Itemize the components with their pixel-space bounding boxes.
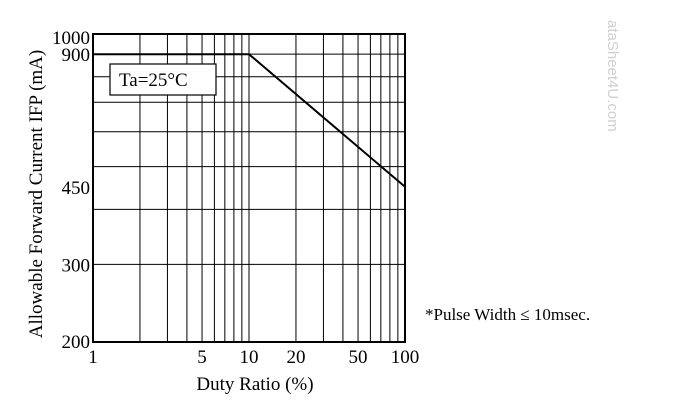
y-tick-label: 900 [62, 45, 91, 66]
y-tick-label: 300 [62, 255, 91, 276]
x-tick-label: 100 [391, 347, 420, 368]
grid-lines [93, 34, 405, 342]
pulse-width-note: *Pulse Width ≤ 10msec. [425, 305, 590, 324]
x-tick-label: 50 [349, 347, 368, 368]
y-tick-label: 1000 [52, 28, 90, 49]
series-line [93, 53, 406, 188]
y-tick-label: 450 [62, 178, 91, 199]
x-tick-label: 5 [197, 347, 207, 368]
annotation-text: Ta=25°C [119, 70, 188, 91]
curve-layer [93, 53, 406, 188]
x-tick-label: 20 [286, 347, 305, 368]
x-tick-label: 1 [88, 347, 98, 368]
x-tick-labels: 1 5 10 20 50 100 [88, 347, 419, 368]
watermark-text: ataSheet4U.com [604, 20, 621, 132]
x-axis-label: Duty Ratio (%) [196, 374, 313, 395]
x-tick-label: 10 [240, 347, 259, 368]
y-tick-label: 200 [62, 332, 91, 353]
y-axis-label: Allowable Forward Current IFP (mA) [26, 50, 47, 338]
annotation-box: Ta=25°C [109, 63, 217, 96]
plot-frame [92, 33, 406, 343]
